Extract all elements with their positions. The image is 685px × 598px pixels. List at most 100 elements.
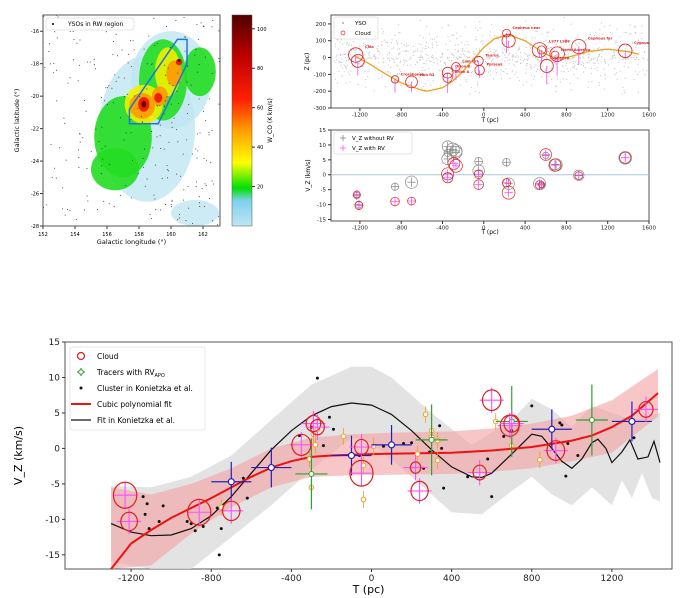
yso-point bbox=[205, 159, 207, 161]
yso-point bbox=[476, 56, 479, 59]
yso-point bbox=[506, 72, 509, 75]
yso-point bbox=[386, 70, 389, 72]
yso-point bbox=[579, 56, 581, 58]
yso-point bbox=[630, 56, 633, 58]
yso-point bbox=[401, 42, 403, 44]
yso-point bbox=[188, 104, 190, 106]
cloud-marker bbox=[221, 500, 241, 522]
yso-point bbox=[546, 66, 549, 68]
co-map-panel: 152 154 156 158 160 162 -16 -18 -20 -22 -24 -26 -28 G… bbox=[13, 14, 274, 246]
yso-point bbox=[218, 103, 220, 105]
yso-point bbox=[474, 27, 477, 29]
yso-point bbox=[182, 153, 184, 155]
orange-tracer-point bbox=[414, 451, 421, 457]
yso-point bbox=[165, 203, 167, 205]
yso-point bbox=[634, 47, 637, 49]
yso-point bbox=[427, 54, 429, 57]
map-content bbox=[43, 15, 220, 226]
yso-point bbox=[524, 52, 526, 54]
legend-yso-marker bbox=[52, 23, 54, 25]
yso-point bbox=[447, 58, 449, 60]
yso-point bbox=[637, 39, 639, 41]
yso-point bbox=[420, 87, 423, 89]
yso-point bbox=[529, 64, 531, 66]
y-tick-label: -100 bbox=[314, 72, 327, 78]
yso-point bbox=[69, 30, 71, 32]
yso-point bbox=[445, 43, 447, 45]
yso-point bbox=[57, 16, 59, 18]
yso-point bbox=[85, 110, 87, 112]
yso-point bbox=[125, 185, 127, 187]
yso-point bbox=[382, 57, 385, 60]
yso-point bbox=[619, 41, 622, 43]
yso-point bbox=[409, 58, 411, 61]
yso-point bbox=[477, 81, 479, 84]
konietzka-cluster-point bbox=[490, 495, 494, 499]
yso-point bbox=[171, 126, 173, 128]
cloud-marker bbox=[410, 480, 429, 502]
yso-point bbox=[407, 50, 409, 52]
legend: Cloud Tracers with RVAPO Cluster in Koniet… bbox=[69, 346, 206, 431]
y-tick-label: 10 bbox=[319, 143, 326, 149]
yso-point bbox=[621, 58, 623, 61]
blue-tracer-point bbox=[227, 478, 235, 486]
vz-with-rv-marker bbox=[407, 196, 416, 206]
yso-point bbox=[177, 219, 179, 221]
yso-point bbox=[95, 128, 97, 130]
yso-point bbox=[635, 44, 638, 46]
yso-point bbox=[493, 35, 496, 37]
yso-point bbox=[69, 209, 71, 211]
yso-point bbox=[530, 66, 532, 68]
yso-point bbox=[480, 27, 482, 29]
konietzka-cluster-point bbox=[576, 454, 580, 457]
orange-tracer-point bbox=[360, 496, 367, 503]
yso-point bbox=[583, 53, 585, 56]
yso-point bbox=[130, 66, 132, 68]
yso-point bbox=[469, 51, 471, 53]
yso-point bbox=[421, 69, 423, 71]
yso-point bbox=[514, 56, 517, 58]
yso-point bbox=[420, 54, 422, 56]
yso-point bbox=[391, 48, 393, 50]
yso-point bbox=[463, 54, 465, 56]
yso-point bbox=[464, 50, 466, 52]
yso-point bbox=[581, 61, 583, 63]
yso-point bbox=[354, 52, 356, 54]
yso-point bbox=[377, 45, 380, 47]
yso-point bbox=[461, 68, 463, 70]
yso-point bbox=[199, 132, 201, 134]
yso-point bbox=[400, 60, 402, 62]
yso-point bbox=[404, 50, 406, 52]
yso-point bbox=[456, 57, 458, 59]
yso-point bbox=[114, 74, 116, 76]
yso-point bbox=[478, 92, 481, 94]
orange-tracer-point bbox=[434, 457, 441, 464]
yso-point bbox=[194, 54, 196, 56]
yso-point bbox=[490, 23, 493, 25]
yso-point bbox=[190, 84, 192, 86]
yso-point bbox=[171, 201, 173, 203]
yso-point bbox=[453, 54, 455, 56]
konietzka-cluster-point bbox=[161, 504, 165, 508]
yso-point bbox=[101, 97, 103, 99]
yso-point bbox=[522, 84, 524, 86]
vz-vs-t-small-panel: -1200 -800 -400 0 400 800 1200 1600 15 10 5 0 -5 -10 -… bbox=[305, 128, 656, 236]
yso-point bbox=[517, 56, 520, 58]
yso-point bbox=[426, 25, 428, 28]
konietzka-cluster-point bbox=[217, 553, 221, 557]
cloud-name-label: CMa bbox=[365, 45, 374, 49]
yso-point bbox=[67, 82, 69, 84]
konietzka-cluster-point bbox=[530, 404, 534, 408]
yso-point bbox=[397, 57, 399, 60]
yso-point bbox=[405, 43, 408, 45]
yso-point bbox=[625, 58, 627, 61]
yso-point bbox=[448, 59, 450, 61]
yso-point bbox=[84, 99, 86, 101]
yso-point bbox=[565, 38, 568, 41]
yso-point bbox=[569, 68, 572, 70]
yso-point bbox=[211, 72, 213, 74]
yso-point bbox=[457, 49, 459, 51]
yso-point bbox=[487, 71, 490, 73]
yso-point bbox=[347, 71, 349, 73]
yso-point bbox=[517, 49, 519, 51]
